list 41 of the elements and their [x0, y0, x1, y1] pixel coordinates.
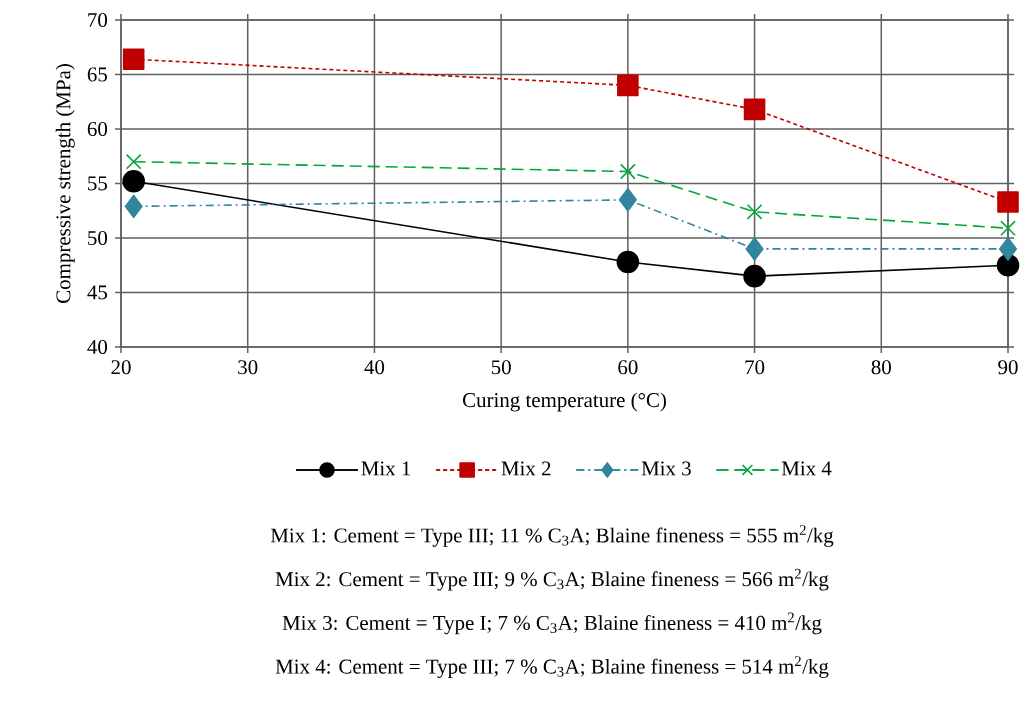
point [743, 98, 766, 121]
x-tick-label: 70 [745, 360, 765, 375]
legend-label: Mix 3 [641, 461, 691, 476]
x-tick-label: 80 [871, 360, 891, 375]
y-tick-label: 40 [87, 339, 108, 355]
point [618, 188, 637, 212]
y-tick-label: 45 [87, 285, 108, 300]
y-tick-label: 70 [88, 12, 108, 28]
y-tick-label: 65 [87, 67, 108, 82]
x-tick-label: 30 [238, 360, 258, 375]
point [746, 203, 763, 220]
x-tick-label: 40 [364, 360, 385, 375]
point [996, 253, 1020, 277]
y-axis-title: Compressive strength (MPa) [55, 64, 75, 303]
point [745, 237, 764, 261]
x-tick-label: 90 [998, 360, 1018, 375]
point [124, 194, 143, 219]
legend-label: Mix 1 [361, 461, 411, 476]
point [1000, 220, 1016, 237]
x-tick-label: 60 [618, 360, 638, 375]
point [998, 237, 1018, 261]
point [122, 48, 145, 71]
point [617, 74, 639, 97]
y-tick-label: 60 [87, 121, 108, 137]
legend-label: Mix 2 [501, 461, 551, 476]
text: Mix 4: Cement = Type III; 7 % C$_{3}$A; Blaine fineness = 514 m$^{2}$/kg [275, 656, 829, 678]
point [997, 191, 1019, 213]
y-tick-label: 55 [88, 176, 108, 191]
x-axis-title: Curing temperature (°C) [462, 392, 666, 412]
x-tick-label: 20 [111, 360, 131, 375]
legend-label: Mix 4 [781, 461, 832, 476]
point [125, 153, 142, 170]
text: Mix 2: Cement = Type III; 9 % C$_{3}$A; Blaine fineness = 566 m$^{2}$/kg [275, 568, 829, 591]
y-tick-label: 50 [88, 230, 108, 246]
point [619, 163, 636, 180]
text: Mix 1: Cement = Type III; 11 % C$_{3}$A; Blaine fineness = 555 m$^{2}$/kg [270, 525, 834, 547]
point [743, 264, 766, 288]
text: Mix 3: Cement = Type I; 7 % C$_{3}$A; Blaine fineness = 410 m$^{2}$/kg [282, 612, 822, 635]
point [122, 170, 145, 193]
point [616, 250, 640, 274]
x-tick-label: 50 [491, 360, 511, 375]
